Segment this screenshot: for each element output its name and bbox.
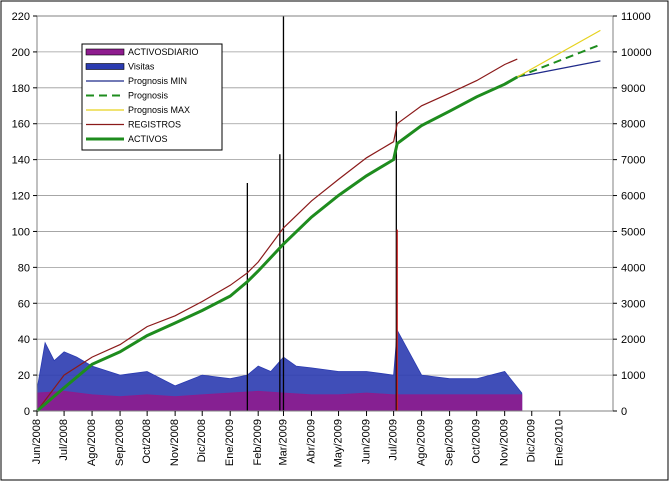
right-tick-label: 1000: [621, 370, 645, 382]
spike-layer: [246, 16, 398, 411]
x-tick-label: Dic/2008: [196, 419, 208, 462]
x-tick-label: Sep/2009: [444, 419, 456, 466]
right-tick-label: 7000: [621, 155, 645, 167]
x-tick-label: Ago/2009: [416, 419, 428, 466]
right-tick-label: 3000: [621, 298, 645, 310]
chart-legend: ACTIVOSDIARIO Visitas Prognosis MIN Prognos…: [81, 43, 223, 151]
series-registros-line: [36, 58, 518, 412]
x-tick-label: Feb/2009: [252, 419, 264, 465]
x-tick-label: Ene/2009: [224, 419, 236, 466]
right-tick-label: 0: [621, 406, 627, 418]
x-tick-label: Jun/2009: [361, 419, 373, 464]
series-prognosis-line: [516, 43, 601, 78]
x-tick-label: Nov/2009: [499, 419, 511, 466]
left-tick-label: 140: [12, 155, 30, 167]
left-tick-label: 80: [18, 262, 30, 274]
legend-swatch: [85, 63, 125, 70]
x-tick-label: Sep/2008: [114, 419, 126, 466]
right-tick-label: 8000: [621, 119, 645, 131]
right-y-axis: 0 1000 2000 3000 4000 5000 6000 7000 8000 9000 100…: [613, 11, 652, 418]
left-y-axis: 0 20 40 60 80 100 120 140 160 180 200 220: [12, 11, 37, 418]
left-tick-label: 160: [12, 119, 30, 131]
series-prognosis-max-line: [517, 29, 601, 78]
legend-label: Prognosis: [128, 91, 169, 101]
right-tick-label: 6000: [621, 191, 645, 203]
series-prognosis-min-line: [517, 60, 601, 78]
right-tick-label: 10000: [621, 47, 652, 59]
series-activos-line: [36, 75, 519, 413]
legend-label: Prognosis MAX: [128, 105, 190, 115]
x-tick-label: Jul/2009: [388, 419, 400, 461]
left-tick-label: 100: [12, 226, 30, 238]
x-axis: Jun/2008 Jul/2008 Ago/2008 Sep/2008 Oct/2008…: [31, 411, 566, 467]
right-tick-label: 11000: [621, 11, 651, 23]
x-tick-label: Jul/2008: [58, 419, 70, 461]
legend-label: REGISTROS: [128, 120, 181, 130]
x-tick-label: Nov/2008: [169, 419, 181, 466]
right-tick-label: 2000: [621, 334, 645, 346]
plot-area-border: [36, 15, 614, 412]
x-tick-label: Ago/2008: [86, 419, 98, 466]
legend-label: ACTIVOSDIARIO: [128, 47, 199, 57]
x-tick-label: Oct/2008: [141, 419, 153, 464]
right-tick-label: 5000: [621, 226, 645, 238]
x-tick-label: Abr/2009: [305, 419, 317, 464]
left-tick-label: 20: [18, 370, 30, 382]
line-layer: [36, 29, 601, 413]
x-tick-label: Mar/2009: [277, 419, 289, 465]
left-tick-label: 120: [12, 191, 30, 203]
left-tick-label: 200: [12, 47, 30, 59]
left-tick-label: 60: [18, 298, 30, 310]
legend-label: Visitas: [128, 62, 155, 72]
x-tick-label: Jun/2008: [31, 419, 43, 464]
x-tick-label: Oct/2009: [471, 419, 483, 464]
legend-box: [81, 43, 223, 151]
left-tick-label: 40: [18, 334, 30, 346]
legend-swatch: [85, 48, 125, 56]
right-tick-label: 9000: [621, 83, 645, 95]
x-tick-label: Dic/2009: [526, 419, 538, 462]
x-tick-label: Ene/2010: [554, 419, 566, 466]
right-tick-label: 4000: [621, 262, 645, 274]
left-tick-label: 220: [12, 11, 30, 23]
x-tick-label: May/2009: [333, 419, 345, 467]
legend-label: Prognosis MIN: [128, 76, 187, 86]
legend-label: ACTIVOS: [128, 134, 168, 144]
left-tick-label: 180: [12, 83, 30, 95]
left-tick-label: 0: [24, 406, 30, 418]
